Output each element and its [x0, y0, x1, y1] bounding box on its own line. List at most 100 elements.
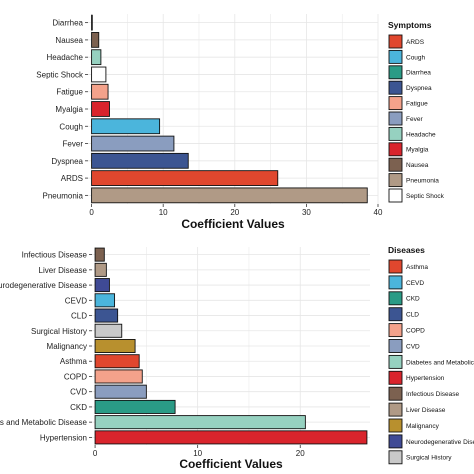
legend-label: Neurodegenerative Disea [406, 439, 474, 446]
legend-label: Headache [406, 131, 436, 138]
legend-swatch [388, 450, 403, 465]
bar [94, 323, 123, 338]
legend-swatch [388, 157, 403, 172]
legend-label: Liver Disease [406, 407, 446, 414]
legend-swatch [388, 80, 403, 95]
bar [94, 339, 136, 353]
bar [94, 399, 176, 414]
legend-label: Infectious Disease [406, 391, 459, 398]
legend-label: ARDS [406, 39, 425, 46]
legend-swatch [388, 339, 403, 353]
bar [91, 66, 107, 83]
bar [91, 49, 102, 66]
bar [94, 262, 107, 277]
legend-label: Diarrhea [406, 70, 431, 77]
legend-swatch [388, 323, 403, 338]
legend-label: Hypertension [406, 375, 445, 382]
legend-title: Diseases [388, 245, 425, 255]
x-tick-label: 0 [93, 449, 98, 458]
y-tick-label: CEVD [65, 296, 87, 305]
y-tick-label: CLD [71, 312, 87, 321]
bar [91, 83, 109, 100]
legend-label: Asthma [406, 264, 428, 271]
bar [91, 170, 279, 186]
y-tick-label: COPD [64, 372, 87, 381]
y-tick-label: CVD [70, 388, 87, 397]
x-tick-label: 10 [193, 449, 202, 458]
y-tick-label: Cough [59, 122, 83, 131]
legend-swatch [388, 34, 403, 49]
x-tick-label: 20 [230, 208, 239, 217]
y-tick-label: Neurodegenerative Disease [0, 281, 88, 290]
legend: Diseases Asthma CEVD CKD CLD COPD CVD Diabetes … [388, 245, 474, 465]
legend-label: CLD [406, 312, 419, 319]
legend-swatch [388, 386, 403, 401]
legend-label: COPD [406, 328, 425, 335]
bar [94, 278, 110, 293]
legend-label: Surgical History [406, 455, 452, 462]
legend-label: Diabetes and Metabolic D [406, 359, 474, 366]
legend-swatch [388, 96, 403, 111]
legend-swatch [388, 188, 403, 203]
bar [94, 415, 306, 430]
bar [94, 308, 119, 323]
legend-swatch [388, 307, 403, 322]
y-tick-label: Diarrhea [52, 19, 83, 28]
symptoms-chart: Pneumonia ARDS Dyspnea Fever Cough Myalgia Fat… [36, 14, 445, 231]
bar [91, 152, 189, 169]
y-tick-label: ARDS [61, 174, 83, 183]
x-axis-label: Coefficient Values [179, 457, 283, 471]
legend-label: Nausea [406, 162, 429, 169]
x-axis-label: Coefficient Values [181, 217, 285, 231]
y-tick-label: Fever [63, 140, 84, 149]
legend-label: Pneumonia [406, 178, 439, 185]
bar [94, 354, 140, 369]
bar [91, 32, 100, 48]
legend-label: Malignancy [406, 423, 440, 430]
x-tick-label: 30 [302, 208, 311, 217]
x-tick-label: 0 [89, 208, 94, 217]
y-tick-label: Nausea [55, 36, 83, 45]
y-tick-label: Asthma [60, 357, 88, 366]
bar [91, 187, 368, 204]
legend-swatch [388, 142, 403, 157]
y-tick-label: Fatigue [56, 88, 83, 97]
legend: Symptoms ARDS Cough Diarrhea Dyspnea Fatigue F… [388, 20, 445, 203]
legend-swatch [388, 370, 403, 385]
y-tick-label: Diabetes and Metabolic Disease [0, 418, 88, 427]
bar [94, 247, 105, 262]
legend-label: Myalgia [406, 147, 429, 154]
legend-label: Dyspnea [406, 85, 432, 92]
y-tick-label: Malignancy [47, 342, 87, 351]
y-tick-label: CKD [70, 403, 87, 412]
legend-label: CEVD [406, 280, 424, 287]
y-tick-label: Liver Disease [39, 266, 88, 275]
y-tick-label: Septic Shock [36, 70, 84, 79]
y-tick-label: Dyspnea [51, 157, 83, 166]
y-tick-label: Myalgia [55, 105, 83, 114]
legend-swatch [388, 402, 403, 417]
legend-swatch [388, 49, 403, 64]
y-tick-label: Infectious Disease [22, 251, 88, 260]
y-tick-label: Hypertension [40, 433, 87, 442]
legend-swatch [388, 65, 403, 80]
y-tick-label: Pneumonia [43, 191, 84, 200]
legend-label: Cough [406, 54, 426, 61]
legend-swatch [388, 173, 403, 188]
bar [91, 14, 93, 31]
x-tick-label: 40 [374, 208, 383, 217]
legend-swatch [388, 434, 403, 449]
legend-swatch [388, 354, 403, 369]
legend-swatch [388, 275, 403, 290]
y-tick-label: Headache [47, 53, 84, 62]
legend-swatch [388, 291, 403, 306]
bar [94, 369, 143, 384]
legend-swatch [388, 126, 403, 141]
diseases-chart: Hypertension Diabetes and Metabolic Disea… [0, 245, 474, 471]
y-tick-label: Surgical History [31, 327, 87, 336]
legend-label: Fatigue [406, 101, 428, 108]
bar [91, 135, 175, 152]
legend-title: Symptoms [388, 20, 432, 30]
legend-swatch [388, 418, 403, 433]
